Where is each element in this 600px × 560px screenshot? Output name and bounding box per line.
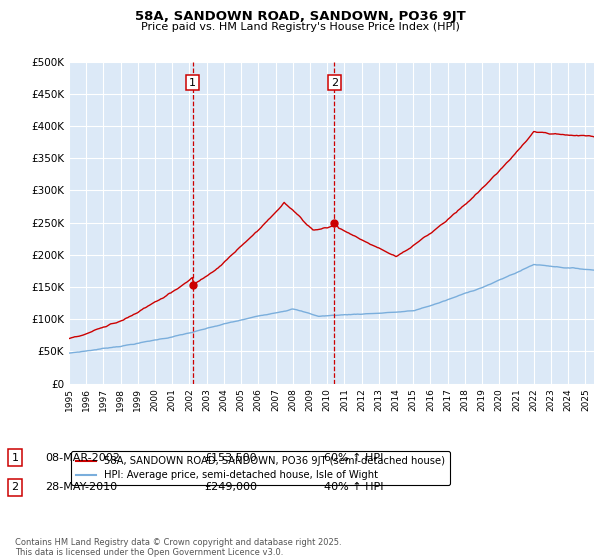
Text: 2: 2 xyxy=(11,482,19,492)
Text: Price paid vs. HM Land Registry's House Price Index (HPI): Price paid vs. HM Land Registry's House … xyxy=(140,22,460,32)
Text: Contains HM Land Registry data © Crown copyright and database right 2025.
This d: Contains HM Land Registry data © Crown c… xyxy=(15,538,341,557)
Text: 2: 2 xyxy=(331,78,338,88)
Text: 60% ↑ HPI: 60% ↑ HPI xyxy=(324,452,383,463)
Text: 1: 1 xyxy=(11,452,19,463)
Legend: 58A, SANDOWN ROAD, SANDOWN, PO36 9JT (semi-detached house), HPI: Average price, : 58A, SANDOWN ROAD, SANDOWN, PO36 9JT (se… xyxy=(71,451,451,486)
Text: 40% ↑ HPI: 40% ↑ HPI xyxy=(324,482,383,492)
Text: 28-MAY-2010: 28-MAY-2010 xyxy=(45,482,117,492)
Text: 58A, SANDOWN ROAD, SANDOWN, PO36 9JT: 58A, SANDOWN ROAD, SANDOWN, PO36 9JT xyxy=(134,10,466,23)
Text: £249,000: £249,000 xyxy=(204,482,257,492)
Text: 08-MAR-2002: 08-MAR-2002 xyxy=(45,452,120,463)
Text: £153,500: £153,500 xyxy=(204,452,257,463)
Text: 1: 1 xyxy=(189,78,196,88)
